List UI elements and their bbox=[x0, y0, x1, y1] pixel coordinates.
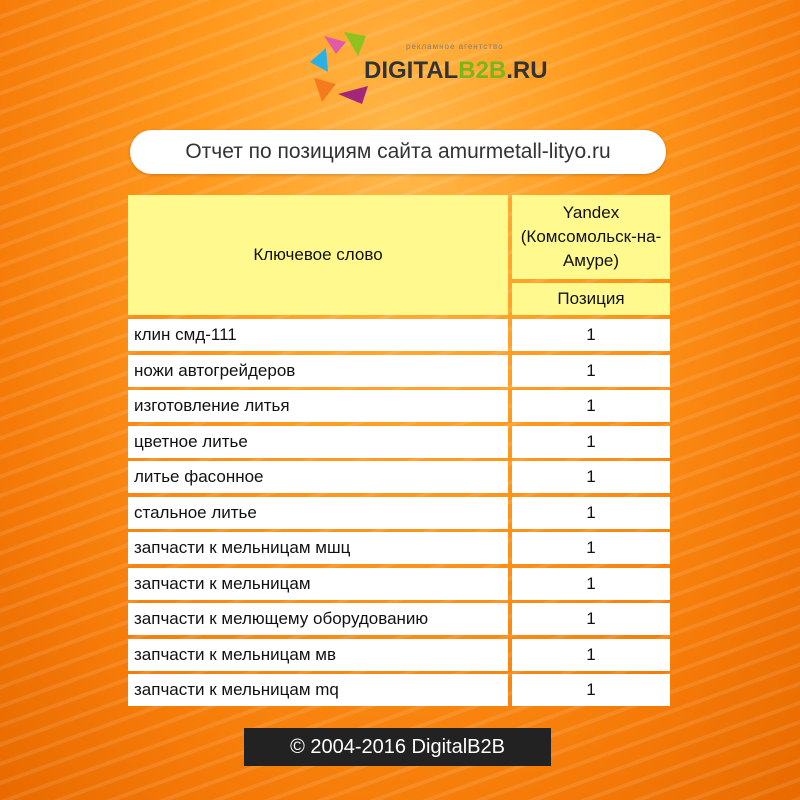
position-cell: 1 bbox=[512, 425, 670, 458]
position-cell: 1 bbox=[512, 390, 670, 422]
copyright-footer: © 2004-2016 DigitalB2B bbox=[244, 728, 551, 766]
logo-flower-icon bbox=[310, 32, 368, 104]
keyword-cell: стальное литье bbox=[128, 496, 508, 529]
keyword-cell: запчасти к мельницам mq bbox=[128, 674, 508, 706]
keyword-cell: запчасти к мельницам мв bbox=[128, 638, 508, 671]
header-position: Позиция bbox=[512, 283, 670, 315]
report-title: Отчет по позициям сайта amurmetall-lityo… bbox=[130, 130, 666, 174]
keyword-cell: запчасти к мелющему оборудованию bbox=[128, 603, 508, 635]
position-cell: 1 bbox=[512, 603, 670, 635]
logo-wordmark: DIGITALB2B.RU bbox=[364, 57, 548, 84]
position-cell: 1 bbox=[512, 532, 670, 564]
position-cell: 1 bbox=[512, 567, 670, 600]
keyword-cell: литье фасонное bbox=[128, 461, 508, 493]
position-cell: 1 bbox=[512, 319, 670, 351]
header-engine: Yandex (Комсомольск-на-Амуре) bbox=[512, 195, 670, 279]
keyword-cell: цветное литье bbox=[128, 425, 508, 458]
header-keyword: Ключевое слово bbox=[128, 195, 508, 315]
position-cell: 1 bbox=[512, 496, 670, 529]
logo: рекламное агентство DIGITALB2B.RU bbox=[306, 28, 548, 108]
keyword-cell: изготовление литья bbox=[128, 390, 508, 422]
position-cell: 1 bbox=[512, 638, 670, 671]
keyword-cell: клин смд-111 bbox=[128, 319, 508, 351]
keyword-cell: ножи автогрейдеров bbox=[128, 354, 508, 387]
position-cell: 1 bbox=[512, 461, 670, 493]
position-cell: 1 bbox=[512, 674, 670, 706]
logo-tagline: рекламное агентство bbox=[406, 42, 504, 51]
keyword-cell: запчасти к мельницам мшц bbox=[128, 532, 508, 564]
position-cell: 1 bbox=[512, 354, 670, 387]
keyword-cell: запчасти к мельницам bbox=[128, 567, 508, 600]
